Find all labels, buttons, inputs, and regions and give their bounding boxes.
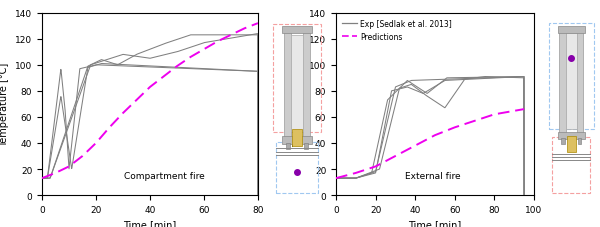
Bar (567, 137, 575, 152)
Text: Compartment fire: Compartment fire (124, 172, 205, 181)
Bar (292, 129, 302, 146)
Bar (562, 139, 565, 145)
Bar (282, 27, 312, 34)
Bar (558, 133, 585, 140)
Bar (548, 24, 594, 130)
Bar (282, 136, 312, 144)
Bar (559, 29, 566, 135)
X-axis label: Time [min]: Time [min] (409, 219, 461, 227)
Bar (276, 142, 318, 193)
Bar (577, 29, 583, 135)
Bar (273, 25, 321, 133)
Legend: Exp [Sedlak et al. 2013], Predictions: Exp [Sedlak et al. 2013], Predictions (340, 17, 454, 44)
Bar (553, 138, 590, 193)
Text: External fire: External fire (406, 172, 461, 181)
Bar (303, 31, 310, 138)
Y-axis label: Temperature [°C]: Temperature [°C] (293, 62, 304, 146)
Bar (578, 139, 581, 145)
X-axis label: Time [min]: Time [min] (124, 219, 176, 227)
Bar (566, 34, 577, 130)
Bar (286, 143, 290, 150)
Bar (304, 143, 308, 150)
Bar (291, 36, 303, 133)
Bar (284, 31, 291, 138)
Bar (558, 27, 585, 34)
Y-axis label: Temperature [°C]: Temperature [°C] (0, 62, 10, 146)
